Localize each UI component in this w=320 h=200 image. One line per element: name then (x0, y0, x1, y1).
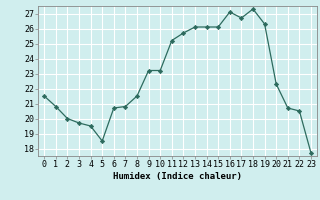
X-axis label: Humidex (Indice chaleur): Humidex (Indice chaleur) (113, 172, 242, 181)
